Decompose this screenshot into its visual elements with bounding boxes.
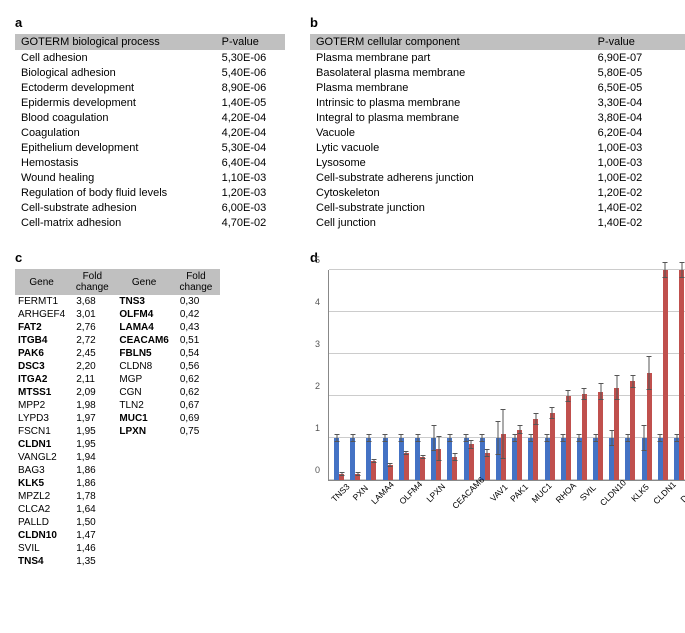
table-row: ITGB42,72CEACAM60,51	[15, 334, 220, 347]
table-row: Ectoderm development8,90E-06	[15, 80, 285, 95]
table-row: Lysosome1,00E-03	[310, 155, 685, 170]
table-row: DSC32,20CLDN80,56	[15, 360, 220, 373]
x-axis-label: TNS3	[329, 482, 351, 504]
table-row: CLDN11,95	[15, 438, 220, 451]
table-row: Coagulation4,20E-04	[15, 125, 285, 140]
x-axis-label: VAV1	[488, 482, 510, 504]
table-row: SVIL1,46	[15, 542, 220, 555]
table-a-header-pval: P-value	[202, 34, 285, 50]
table-row: TNS41,35	[15, 555, 220, 568]
x-axis-label: LPXN	[425, 481, 448, 504]
table-row: MTSS12,09CGN0,62	[15, 386, 220, 399]
x-axis-label: KLK5	[629, 482, 651, 504]
panel-b-label: b	[310, 15, 685, 30]
x-axis-label: OLFM4	[397, 479, 424, 506]
panel-a-label: a	[15, 15, 285, 30]
table-row: Cell adhesion5,30E-06	[15, 50, 285, 65]
x-axis-label: DSC3	[678, 481, 685, 504]
table-row: Regulation of body fluid levels1,20E-03	[15, 185, 285, 200]
table-row: Cell-substrate adhesion6,00E-03	[15, 200, 285, 215]
table-row: Wound healing1,10E-03	[15, 170, 285, 185]
table-row: VANGL21,94	[15, 451, 220, 464]
table-c-header-fc1: Fold change	[68, 269, 116, 295]
table-row: ARHGEF43,01OLFM40,42	[15, 308, 220, 321]
table-c-header-gene2: Gene	[116, 269, 171, 295]
table-row: LYPD31,97MUC10,69	[15, 412, 220, 425]
x-axis-label: PXN	[350, 483, 369, 502]
table-row: Plasma membrane6,50E-05	[310, 80, 685, 95]
table-row: MPZL21,78	[15, 490, 220, 503]
x-axis-label: PAK1	[508, 482, 530, 504]
table-row: ITGA22,11MGP0,62	[15, 373, 220, 386]
table-c-header-gene1: Gene	[15, 269, 68, 295]
table-b-header-term: GOTERM cellular component	[310, 34, 578, 50]
table-b: GOTERM cellular component P-value Plasma…	[310, 34, 685, 230]
x-axis-label: CLDN1	[651, 479, 678, 506]
table-row: Lytic vacuole1,00E-03	[310, 140, 685, 155]
table-row: CLCA21,64	[15, 503, 220, 516]
table-a: GOTERM biological process P-value Cell a…	[15, 34, 285, 230]
x-axis-label: RHOA	[554, 481, 578, 505]
table-row: Plasma membrane part6,90E-07	[310, 50, 685, 65]
table-row: FSCN11,95LPXN0,75	[15, 425, 220, 438]
table-c: Gene Fold change Gene Fold change FERMT1…	[15, 269, 220, 568]
table-row: CLDN101,47	[15, 529, 220, 542]
x-axis-label: MUC1	[530, 481, 554, 505]
x-axis-label: SVIL	[578, 483, 598, 503]
table-row: Cell-matrix adhesion4,70E-02	[15, 215, 285, 230]
table-row: Epidermis development1,40E-05	[15, 95, 285, 110]
table-row: PALLD1,50	[15, 516, 220, 529]
table-b-header-pval: P-value	[578, 34, 685, 50]
table-a-header-term: GOTERM biological process	[15, 34, 202, 50]
table-row: Biological adhesion5,40E-06	[15, 65, 285, 80]
table-row: BAG31,86	[15, 464, 220, 477]
table-row: FAT22,76LAMA40,43	[15, 321, 220, 334]
table-row: Hemostasis6,40E-04	[15, 155, 285, 170]
x-axis-label: CLDN10	[598, 478, 628, 508]
panel-d-label: d	[310, 250, 685, 265]
table-row: MPP21,98TLN20,67	[15, 399, 220, 412]
x-axis-label: CEACAM6	[450, 475, 486, 511]
table-row: Basolateral plasma membrane5,80E-05	[310, 65, 685, 80]
table-row: Cytoskeleton1,20E-02	[310, 185, 685, 200]
table-c-header-fc2: Fold change	[172, 269, 220, 295]
table-row: Vacuole6,20E-04	[310, 125, 685, 140]
table-row: Epithelium development5,30E-04	[15, 140, 285, 155]
table-row: Intrinsic to plasma membrane3,30E-04	[310, 95, 685, 110]
x-axis-label: LAMA4	[369, 479, 396, 506]
table-row: FERMT13,68TNS30,30	[15, 295, 220, 308]
table-row: KLK51,86	[15, 477, 220, 490]
table-row: Blood coagulation4,20E-04	[15, 110, 285, 125]
bar-chart: TET- TET+ 012345TNS3PXNLAMA4OLFM4LPXNCEA…	[328, 270, 685, 481]
table-row: Cell-substrate junction1,40E-02	[310, 200, 685, 215]
table-row: Integral to plasma membrane3,80E-04	[310, 110, 685, 125]
table-row: PAK62,45FBLN50,54	[15, 347, 220, 360]
table-row: Cell-substrate adherens junction1,00E-02	[310, 170, 685, 185]
table-row: Cell junction1,40E-02	[310, 215, 685, 230]
panel-c-label: c	[15, 250, 220, 265]
